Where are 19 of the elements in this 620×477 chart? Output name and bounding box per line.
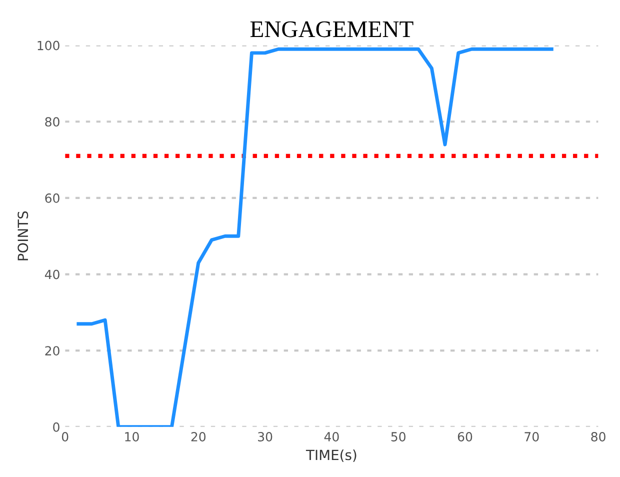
x-axis-title: TIME(s) <box>306 449 356 462</box>
x-tick-label: 50 <box>391 432 406 442</box>
x-tick-label: 10 <box>125 432 139 442</box>
x-tick-label: 20 <box>191 432 206 442</box>
y-axis-title: POINTS <box>18 211 28 260</box>
line-series <box>76 47 554 427</box>
y-tick-label: 0 <box>53 422 60 432</box>
chart-title: ENGAGEMENT <box>250 21 414 38</box>
y-tick-label: 100 <box>38 40 60 50</box>
y-tick-label: 80 <box>45 117 60 127</box>
x-tick-label: 0 <box>62 432 68 442</box>
x-tick-label: 40 <box>324 432 339 442</box>
y-tick-label: 40 <box>44 270 60 280</box>
y-tick-label: 60 <box>45 193 60 203</box>
x-tick-label: 80 <box>591 432 606 442</box>
x-tick-label: 70 <box>524 432 539 442</box>
y-tick-label: 20 <box>45 346 60 356</box>
x-tick-label: 60 <box>458 432 472 442</box>
x-tick-label: 30 <box>258 432 272 442</box>
